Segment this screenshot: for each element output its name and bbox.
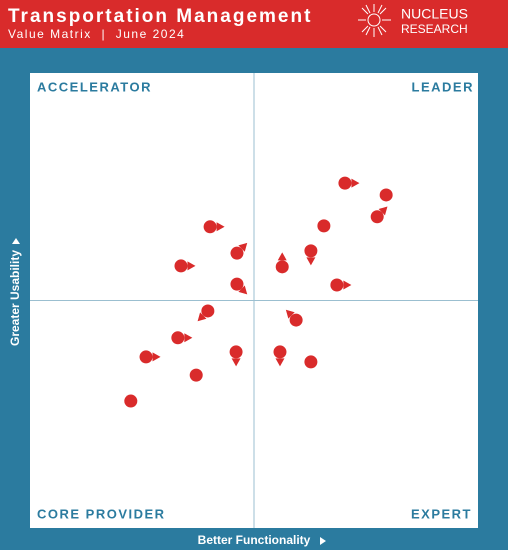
vendor-point bbox=[275, 260, 289, 274]
vendor-point bbox=[230, 277, 244, 291]
vendor-point bbox=[338, 176, 352, 190]
quadrant-label: CORE PROVIDER bbox=[37, 506, 166, 521]
direction-arrow bbox=[275, 358, 285, 367]
direction-arrow bbox=[197, 312, 207, 322]
vendor-point bbox=[289, 313, 303, 327]
plot bbox=[30, 73, 478, 528]
quadrant-label: LEADER bbox=[412, 79, 474, 94]
vendor-point bbox=[317, 219, 331, 233]
x-axis-title: Better Functionality bbox=[198, 533, 311, 547]
vendor-point bbox=[139, 350, 153, 364]
direction-arrow bbox=[378, 206, 388, 216]
direction-arrow bbox=[238, 242, 248, 252]
vendor-point bbox=[379, 188, 393, 202]
vendor-point bbox=[203, 220, 217, 234]
vendor-point bbox=[174, 259, 188, 273]
direction-arrow bbox=[238, 285, 248, 295]
direction-arrow bbox=[277, 252, 287, 261]
axis-arrow bbox=[12, 238, 20, 244]
direction-arrow bbox=[187, 261, 196, 271]
direction-arrow bbox=[351, 178, 360, 188]
vendor-point bbox=[330, 278, 344, 292]
direction-arrow bbox=[216, 222, 225, 232]
logo-text: RESEARCH bbox=[401, 22, 468, 36]
vendor-point bbox=[370, 210, 384, 224]
direction-arrow bbox=[184, 333, 193, 343]
direction-arrow bbox=[285, 309, 295, 319]
logo-icon bbox=[358, 4, 391, 37]
direction-arrow bbox=[343, 280, 352, 290]
y-axis-title: Greater Usability bbox=[8, 250, 22, 346]
vendor-point bbox=[229, 345, 243, 359]
subtitle: Value Matrix | June 2024 bbox=[8, 27, 185, 41]
direction-arrow bbox=[152, 352, 161, 362]
logo-text: NUCLEUS bbox=[401, 6, 468, 22]
vendor-point bbox=[171, 331, 185, 345]
vendor-point bbox=[189, 368, 203, 382]
title: Transportation Management bbox=[8, 6, 312, 27]
vendor-point bbox=[304, 355, 318, 369]
vendor-point bbox=[304, 244, 318, 258]
vendor-point bbox=[124, 394, 138, 408]
header-band bbox=[0, 0, 508, 48]
axis-arrow bbox=[320, 537, 326, 545]
direction-arrow bbox=[306, 257, 316, 266]
vendor-point bbox=[201, 304, 215, 318]
quadrant-label: EXPERT bbox=[411, 506, 472, 521]
direction-arrow bbox=[231, 358, 241, 367]
vendor-point bbox=[230, 246, 244, 260]
quadrant-label: ACCELERATOR bbox=[37, 79, 152, 94]
vendor-point bbox=[273, 345, 287, 359]
